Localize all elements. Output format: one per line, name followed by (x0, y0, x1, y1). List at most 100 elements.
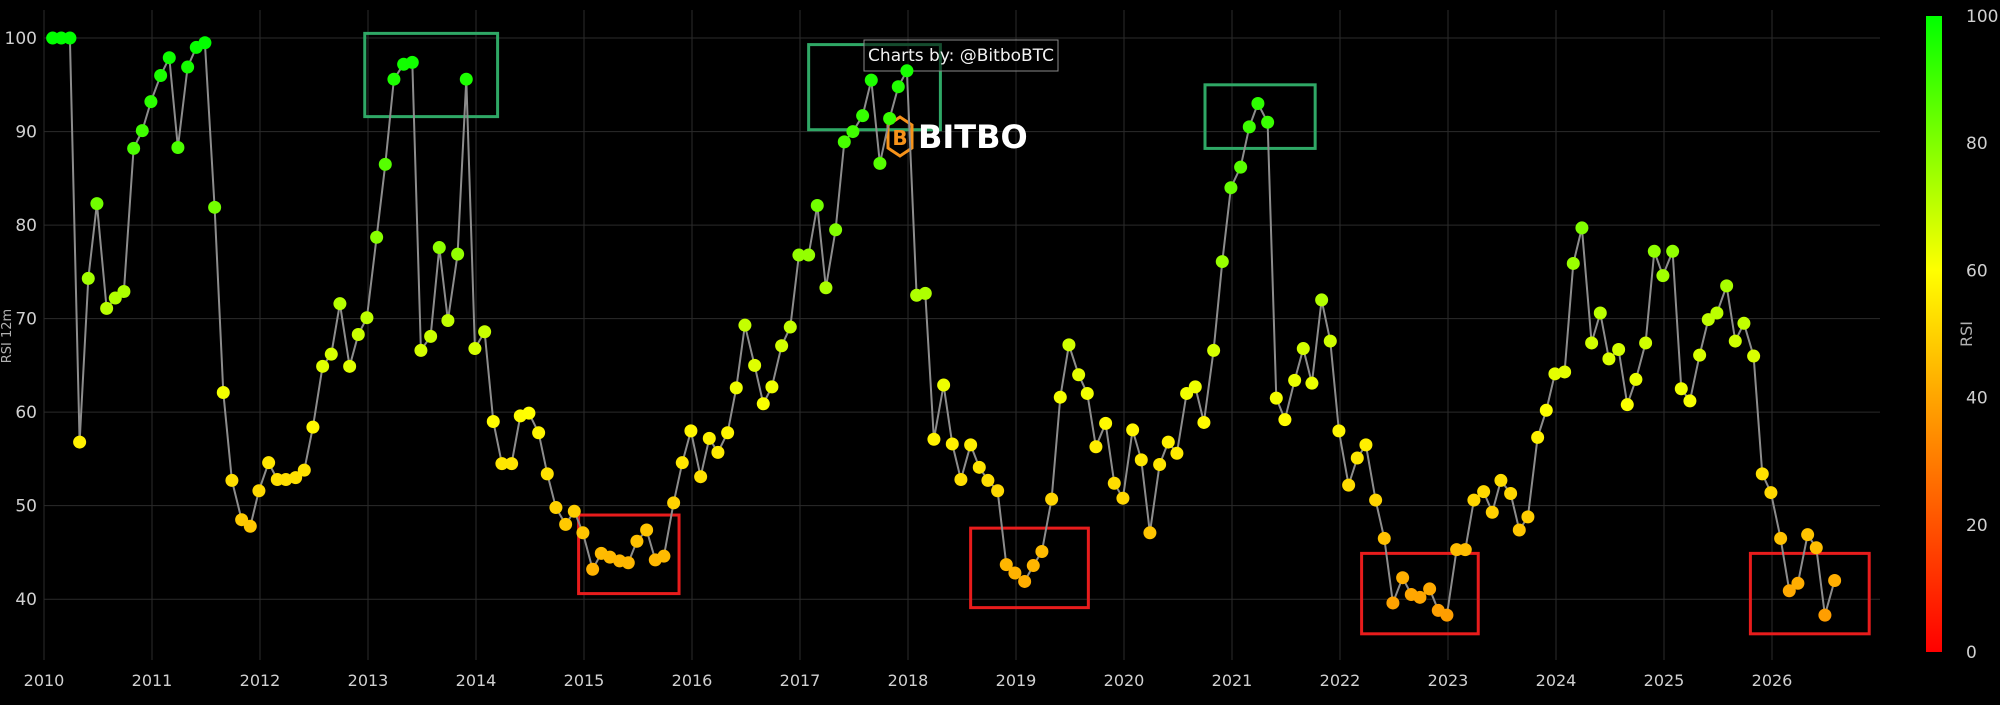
data-point (208, 200, 222, 214)
data-point (73, 435, 87, 449)
x-tick-label: 2015 (564, 671, 605, 690)
data-point (1035, 545, 1049, 559)
x-tick-label: 2011 (132, 671, 173, 690)
data-point (1215, 255, 1229, 269)
data-point (1143, 526, 1157, 540)
oversold-box (577, 513, 681, 596)
data-point (414, 343, 428, 357)
data-point (883, 111, 897, 125)
data-point (1720, 279, 1734, 293)
data-point (1423, 582, 1437, 596)
data-point (783, 320, 797, 334)
data-point (991, 484, 1005, 498)
data-point (387, 72, 401, 86)
data-point (765, 380, 779, 394)
data-point (1369, 493, 1383, 507)
data-point (819, 281, 833, 295)
brand-text: BITBO (918, 118, 1028, 156)
highlight-boxes (363, 31, 1871, 636)
data-point (424, 329, 438, 343)
data-point (549, 501, 563, 515)
data-point (675, 456, 689, 470)
data-point (1440, 608, 1454, 622)
x-tick-label: 2019 (996, 671, 1037, 690)
data-point (1531, 430, 1545, 444)
data-point (729, 381, 743, 395)
data-point (1332, 424, 1346, 438)
data-point (262, 456, 276, 470)
data-point (1107, 476, 1121, 490)
svg-text:B: B (892, 126, 907, 150)
data-point (586, 562, 600, 576)
x-tick-label: 2014 (456, 671, 497, 690)
data-point (316, 359, 330, 373)
data-point (360, 311, 374, 325)
data-point (279, 472, 293, 486)
data-point (945, 437, 959, 451)
data-point (937, 378, 951, 392)
data-point (1288, 373, 1302, 387)
data-point (1602, 352, 1616, 366)
data-point (837, 135, 851, 149)
data-point (468, 342, 482, 356)
data-point (738, 318, 752, 332)
data-point (1620, 398, 1634, 412)
data-point (343, 359, 357, 373)
data-point (198, 36, 212, 50)
data-point (1647, 244, 1661, 258)
data-point (1072, 368, 1086, 382)
watermark: Charts by: @BitboBTC B BITBO (863, 39, 1059, 158)
bitbo-logo-icon: B (886, 115, 914, 158)
data-point (1512, 523, 1526, 537)
data-point (289, 471, 303, 485)
colorbar-tick-label: 80 (1966, 134, 1988, 154)
data-point (1234, 160, 1248, 174)
x-tick-label: 2020 (1104, 671, 1145, 690)
data-point (144, 95, 158, 109)
data-point (127, 141, 141, 155)
credit-text: Charts by: @BitboBTC (868, 46, 1054, 66)
data-point (1458, 543, 1472, 557)
data-point (1666, 244, 1680, 258)
data-point (1386, 596, 1400, 610)
data-point (891, 80, 905, 94)
data-point (1099, 416, 1113, 430)
rsi-data-points (46, 31, 1842, 622)
data-point (900, 64, 914, 78)
data-point (216, 386, 230, 400)
data-point (252, 484, 266, 498)
data-point (1467, 493, 1481, 507)
data-point (1377, 531, 1391, 545)
data-point (1755, 467, 1769, 481)
data-point (522, 406, 536, 420)
data-point (918, 286, 932, 300)
x-tick-label: 2024 (1536, 671, 1577, 690)
credit-box (863, 39, 1059, 72)
y-tick-label: 80 (15, 216, 37, 236)
data-point (1080, 386, 1094, 400)
data-point (1315, 293, 1329, 307)
data-point (459, 72, 473, 86)
data-point (1612, 342, 1626, 356)
colorbar-tick-label: 40 (1966, 389, 1988, 409)
data-point (135, 124, 149, 138)
data-point (1089, 440, 1103, 454)
colorbar: 0 20 40 60 80 100 (1926, 7, 1998, 663)
data-point (1747, 349, 1761, 363)
data-point (1504, 487, 1518, 501)
data-point (1558, 365, 1572, 379)
data-point (1539, 403, 1553, 417)
data-point (954, 472, 968, 486)
data-point (405, 55, 419, 69)
data-point (1188, 380, 1202, 394)
data-point (1126, 423, 1140, 437)
data-point (1116, 491, 1130, 505)
data-point (1342, 478, 1356, 492)
data-point (1566, 256, 1580, 270)
x-tick-label: 2018 (888, 671, 929, 690)
data-point (972, 460, 986, 474)
colorbar-gradient (1926, 16, 1942, 652)
data-point (1639, 336, 1653, 350)
data-point (1045, 492, 1059, 506)
